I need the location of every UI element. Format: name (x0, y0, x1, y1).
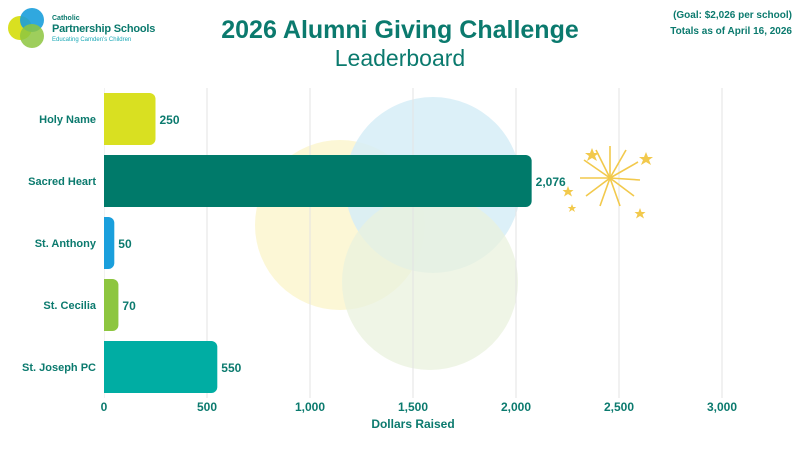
logo-tagline: Educating Camden’s Children (52, 37, 132, 43)
data-label: 70 (122, 299, 136, 313)
axis-mask (97, 88, 104, 398)
logo-text-name: Partnership Schools (52, 23, 156, 35)
x-axis-label: Dollars Raised (371, 417, 454, 431)
value-labels: 250 2,076 50 70 550 (118, 113, 566, 375)
goal-text: (Goal: $2,026 per school) (673, 10, 792, 21)
logo-circles-icon (8, 8, 44, 48)
data-label: 250 (160, 113, 180, 127)
category-label: St. Cecilia (43, 300, 96, 312)
logo-text-catholic: Catholic (52, 15, 80, 22)
category-label: St. Joseph PC (22, 362, 96, 374)
category-labels: Holy Name Sacred Heart St. Anthony St. Ceci… (22, 114, 97, 374)
x-tick-label: 3,000 (707, 400, 737, 414)
x-tick-label: 500 (197, 400, 217, 414)
category-label: Sacred Heart (28, 176, 96, 188)
data-label: 550 (221, 361, 241, 375)
x-tick-label: 1,500 (398, 400, 428, 414)
bar (98, 155, 532, 207)
x-tick-labels: 0 500 1,000 1,500 2,000 2,500 3,000 (101, 400, 738, 414)
category-label: Holy Name (39, 114, 96, 126)
bar (98, 93, 156, 145)
background-circles (255, 97, 521, 370)
data-label: 2,076 (536, 175, 566, 189)
totals-date-text: Totals as of April 16, 2026 (670, 26, 792, 37)
x-tick-label: 0 (101, 400, 108, 414)
x-tick-label: 1,000 (295, 400, 325, 414)
goal-note: (Goal: $2,026 per school) Totals as of A… (670, 8, 792, 40)
bar (98, 341, 218, 393)
logo: Catholic Partnership Schools Educating C… (6, 6, 176, 50)
bar-series (97, 88, 532, 398)
fireworks-icon (562, 146, 653, 219)
bg-circle-green (342, 194, 518, 370)
data-label: 50 (118, 237, 132, 251)
x-tick-label: 2,500 (604, 400, 634, 414)
category-label: St. Anthony (35, 238, 97, 250)
x-tick-label: 2,000 (501, 400, 531, 414)
